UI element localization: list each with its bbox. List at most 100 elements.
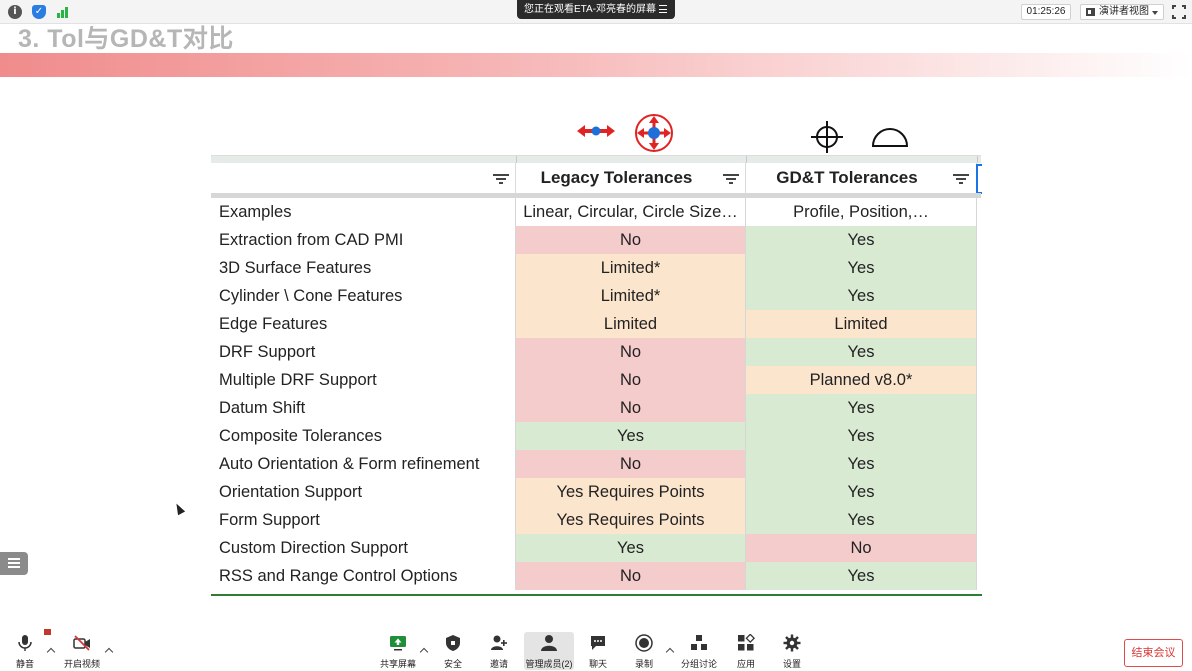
video-off-icon bbox=[73, 635, 90, 651]
header-feature[interactable] bbox=[211, 163, 516, 193]
feature-cell[interactable]: Edge Features bbox=[211, 310, 516, 338]
legacy-cell[interactable]: No bbox=[516, 450, 746, 478]
gdt-cell[interactable]: Yes bbox=[746, 254, 977, 282]
gdt-cell[interactable]: Planned v8.0* bbox=[746, 366, 977, 394]
legacy-cell[interactable]: No bbox=[516, 338, 746, 366]
gdt-cell[interactable]: Yes bbox=[746, 506, 977, 534]
table-bottom-rule bbox=[211, 594, 982, 596]
chevron-up-icon[interactable] bbox=[104, 647, 114, 657]
legacy-cell[interactable]: Yes bbox=[516, 422, 746, 450]
gdt-cell[interactable]: Yes bbox=[746, 226, 977, 254]
header-separator bbox=[211, 193, 981, 198]
gdt-cell[interactable]: Yes bbox=[746, 282, 977, 310]
filter-icon[interactable] bbox=[723, 174, 739, 184]
table-header-row: Legacy Tolerances GD&T Tolerances bbox=[211, 163, 982, 193]
view-mode-button[interactable]: 演讲者视图 bbox=[1080, 4, 1164, 20]
legacy-cell[interactable]: No bbox=[516, 226, 746, 254]
legacy-cell[interactable]: No bbox=[516, 366, 746, 394]
gdt-cell[interactable]: Yes bbox=[746, 450, 977, 478]
gdt-cell[interactable]: Yes bbox=[746, 478, 977, 506]
breakout-label: 分组讨论 bbox=[680, 659, 717, 669]
chat-button[interactable]: 聊天 bbox=[576, 632, 620, 670]
apps-button[interactable]: 应用 bbox=[724, 632, 768, 670]
legacy-cell[interactable]: No bbox=[516, 562, 746, 590]
legacy-cell[interactable]: Limited bbox=[516, 310, 746, 338]
participants-label: 管理成员(2) bbox=[525, 659, 573, 669]
linear-arrows-icon bbox=[577, 125, 615, 137]
table-row: Edge Features Limited Limited bbox=[211, 310, 977, 338]
video-label: 开启视频 bbox=[63, 659, 100, 669]
feature-cell[interactable]: Form Support bbox=[211, 506, 516, 534]
record-icon bbox=[635, 634, 653, 652]
filter-icon[interactable] bbox=[493, 174, 509, 184]
filter-icon[interactable] bbox=[953, 174, 969, 184]
audio-level-icon bbox=[44, 629, 51, 635]
shield-icon bbox=[446, 635, 460, 651]
table-row: Orientation Support Yes Requires Points … bbox=[211, 478, 977, 506]
profile-arc-icon bbox=[871, 128, 909, 147]
position-crosshair-icon bbox=[811, 121, 843, 153]
gdt-cell[interactable]: Yes bbox=[746, 338, 977, 366]
feature-cell[interactable]: Composite Tolerances bbox=[211, 422, 516, 450]
table-row: Custom Direction Support Yes No bbox=[211, 534, 977, 562]
feature-cell[interactable]: RSS and Range Control Options bbox=[211, 562, 516, 590]
table-row: 3D Surface Features Limited* Yes bbox=[211, 254, 977, 282]
screen-share-banner[interactable]: 您正在观看ETA-邓亮春的屏幕 bbox=[517, 0, 675, 19]
feature-cell[interactable]: Auto Orientation & Form refinement bbox=[211, 450, 516, 478]
header-gdt[interactable]: GD&T Tolerances bbox=[746, 163, 977, 193]
chevron-up-icon[interactable] bbox=[665, 647, 675, 657]
speaker-view-icon bbox=[1086, 8, 1095, 16]
share-screen-button[interactable]: 共享屏幕 bbox=[376, 632, 420, 670]
slide-title: 3. Tol与GD&T对比 bbox=[18, 25, 234, 53]
legacy-cell[interactable]: Limited* bbox=[516, 282, 746, 310]
gdt-cell[interactable]: Yes bbox=[746, 422, 977, 450]
security-button[interactable]: 安全 bbox=[431, 632, 475, 670]
feature-cell[interactable]: Extraction from CAD PMI bbox=[211, 226, 516, 254]
feature-cell[interactable]: Orientation Support bbox=[211, 478, 516, 506]
feature-cell[interactable]: Datum Shift bbox=[211, 394, 516, 422]
gdt-cell[interactable]: Limited bbox=[746, 310, 977, 338]
end-meeting-button[interactable]: 结束会议 bbox=[1124, 639, 1183, 667]
status-bar: i ✓ 您正在观看ETA-邓亮春的屏幕 01:25:26 演讲者视图 bbox=[0, 0, 1192, 24]
feature-cell[interactable]: Custom Direction Support bbox=[211, 534, 516, 562]
participants-button[interactable]: 管理成员(2) bbox=[524, 632, 574, 670]
gdt-cell[interactable]: Yes bbox=[746, 562, 977, 590]
chat-icon bbox=[591, 636, 605, 650]
banner-menu-icon[interactable] bbox=[659, 5, 667, 13]
table-row: Auto Orientation & Form refinement No Ye… bbox=[211, 450, 977, 478]
fullscreen-icon[interactable] bbox=[1172, 5, 1186, 19]
security-shield-icon[interactable]: ✓ bbox=[32, 5, 46, 19]
header-legacy[interactable]: Legacy Tolerances bbox=[516, 163, 746, 193]
feature-cell[interactable]: DRF Support bbox=[211, 338, 516, 366]
mute-button[interactable]: 静音 bbox=[3, 632, 47, 670]
gdt-cell[interactable]: Profile, Position,… bbox=[746, 198, 977, 226]
info-icon[interactable]: i bbox=[8, 5, 22, 19]
legacy-cell[interactable]: No bbox=[516, 394, 746, 422]
legacy-cell[interactable]: Yes Requires Points bbox=[516, 478, 746, 506]
invite-button[interactable]: 邀请 bbox=[477, 632, 521, 670]
header-legacy-label: Legacy Tolerances bbox=[540, 168, 693, 187]
breakout-button[interactable]: 分组讨论 bbox=[677, 632, 721, 670]
gdt-cell[interactable]: No bbox=[746, 534, 977, 562]
add-user-icon bbox=[491, 635, 507, 650]
feature-cell[interactable]: 3D Surface Features bbox=[211, 254, 516, 282]
feature-cell[interactable]: Multiple DRF Support bbox=[211, 366, 516, 394]
video-button[interactable]: 开启视频 bbox=[60, 632, 104, 670]
feature-cell[interactable]: Cylinder \ Cone Features bbox=[211, 282, 516, 310]
radial-arrows-icon bbox=[635, 114, 673, 152]
security-label: 安全 bbox=[443, 659, 462, 669]
legacy-cell[interactable]: Yes Requires Points bbox=[516, 506, 746, 534]
feature-cell[interactable]: Examples bbox=[211, 198, 516, 226]
share-screen-label: 共享屏幕 bbox=[379, 659, 416, 669]
gdt-cell[interactable]: Yes bbox=[746, 394, 977, 422]
chevron-up-icon[interactable] bbox=[46, 647, 56, 657]
record-button[interactable]: 录制 bbox=[622, 632, 666, 670]
side-panel-toggle[interactable] bbox=[0, 552, 28, 575]
legacy-cell[interactable]: Yes bbox=[516, 534, 746, 562]
table-row: Extraction from CAD PMI No Yes bbox=[211, 226, 977, 254]
settings-button[interactable]: 设置 bbox=[770, 632, 814, 670]
network-signal-icon[interactable] bbox=[56, 5, 70, 19]
legacy-cell[interactable]: Linear, Circular, Circle Size… bbox=[516, 198, 746, 226]
legacy-cell[interactable]: Limited* bbox=[516, 254, 746, 282]
chevron-up-icon[interactable] bbox=[419, 647, 429, 657]
